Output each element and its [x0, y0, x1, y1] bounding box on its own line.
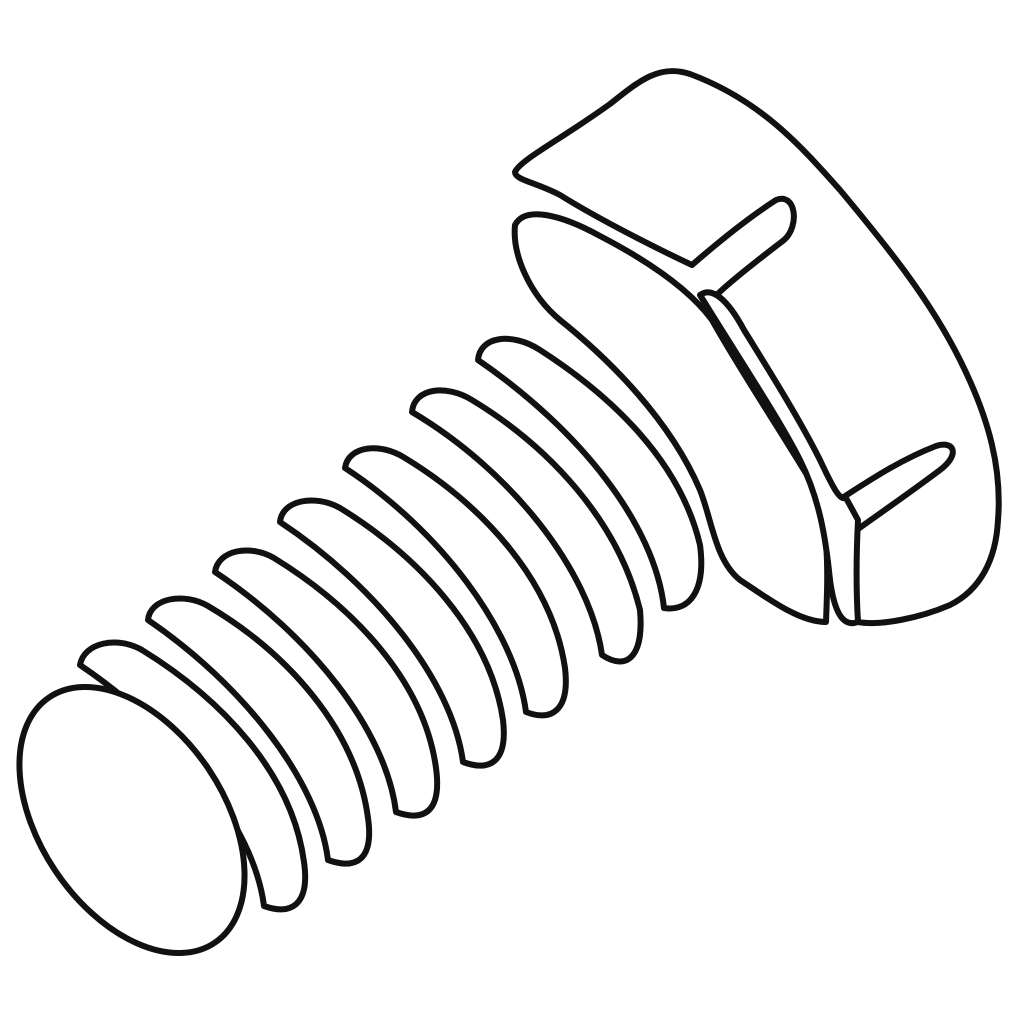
thread-ridge-1	[475, 335, 705, 612]
thread-ridge-2	[409, 387, 644, 665]
hex-head-front-face	[511, 211, 831, 625]
hex-head-side-face	[697, 289, 861, 627]
hex-head	[511, 67, 1002, 627]
bolt-shank	[16, 335, 705, 957]
thread-ridge-6	[145, 595, 373, 867]
thread-ridge-5	[212, 547, 441, 819]
thread-ridge-4	[277, 497, 507, 769]
thread-ridge-3	[342, 445, 569, 719]
bolt-tip-face	[16, 683, 248, 957]
